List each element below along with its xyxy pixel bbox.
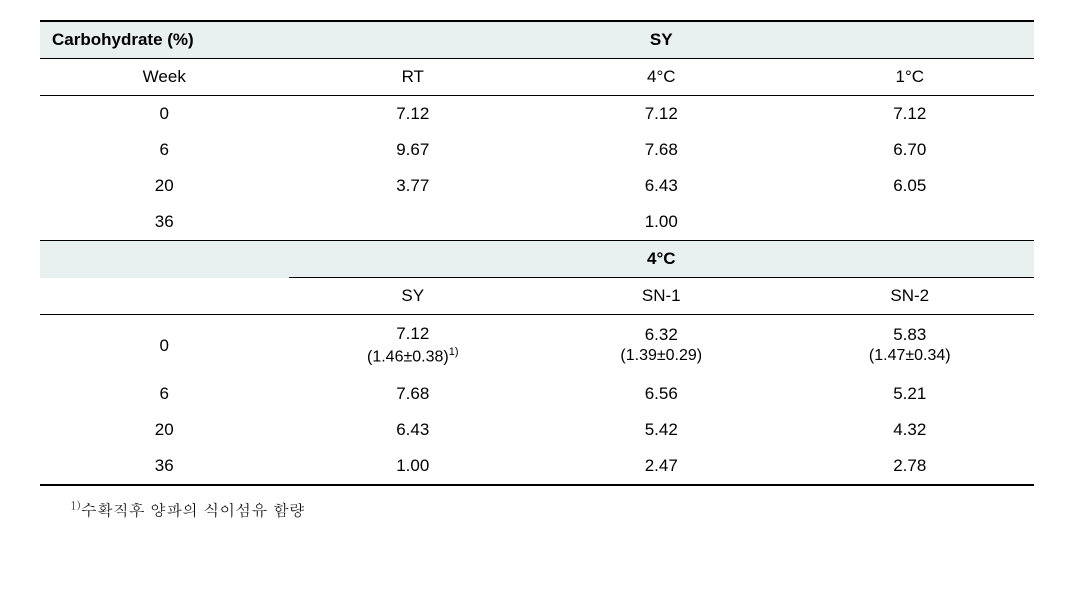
empty-header <box>40 241 289 278</box>
cell-value <box>289 204 538 241</box>
sub-value: (1.46±0.38)1) <box>301 345 526 368</box>
cell-value: 6.43 <box>289 412 538 448</box>
cell-value: 6.43 <box>537 168 786 204</box>
cell-value <box>786 204 1035 241</box>
cell-week: 6 <box>40 132 289 168</box>
col-sn1: SN-1 <box>537 278 786 315</box>
table-row: 20 3.77 6.43 6.05 <box>40 168 1034 204</box>
col-sn2: SN-2 <box>786 278 1035 315</box>
main-value: 6.32 <box>645 325 678 344</box>
sub-value: (1.39±0.29) <box>549 346 774 367</box>
col-1c: 1°C <box>786 59 1035 96</box>
cell-value: 5.21 <box>786 376 1035 412</box>
group-header-4c: 4°C <box>289 241 1035 278</box>
header-row-2: 4°C <box>40 241 1034 278</box>
col-week: Week <box>40 59 289 96</box>
table-row: 36 1.00 2.47 2.78 <box>40 448 1034 485</box>
footnote: 1)수확직후 양파의 식이섬유 함량 <box>40 498 1034 521</box>
table-row: 6 9.67 7.68 6.70 <box>40 132 1034 168</box>
cell-value: 6.56 <box>537 376 786 412</box>
table-title: Carbohydrate (%) <box>40 21 289 59</box>
cell-value: 9.67 <box>289 132 538 168</box>
cell-value: 7.68 <box>289 376 538 412</box>
subheader-row-2: SY SN-1 SN-2 <box>40 278 1034 315</box>
subheader-row-1: Week RT 4°C 1°C <box>40 59 1034 96</box>
main-value: 5.83 <box>893 325 926 344</box>
table-row: 0 7.12 7.12 7.12 <box>40 96 1034 133</box>
data-table: Carbohydrate (%) SY Week RT 4°C 1°C 0 7.… <box>40 20 1034 486</box>
cell-value: 1.00 <box>537 204 786 241</box>
footnote-text: 수확직후 양파의 식이섬유 함량 <box>81 498 305 521</box>
cell-value-with-sub: 5.83 (1.47±0.34) <box>786 315 1035 377</box>
table-row: 20 6.43 5.42 4.32 <box>40 412 1034 448</box>
cell-week: 36 <box>40 448 289 485</box>
table-row: 0 7.12 (1.46±0.38)1) 6.32 (1.39±0.29) 5.… <box>40 315 1034 377</box>
cell-value: 6.05 <box>786 168 1035 204</box>
cell-value: 7.68 <box>537 132 786 168</box>
sub-value: (1.47±0.34) <box>798 346 1023 367</box>
section-1-body: 0 7.12 7.12 7.12 6 9.67 7.68 6.70 20 3.7… <box>40 96 1034 241</box>
table-row: 6 7.68 6.56 5.21 <box>40 376 1034 412</box>
cell-value: 4.32 <box>786 412 1035 448</box>
col-rt: RT <box>289 59 538 96</box>
col-sy: SY <box>289 278 538 315</box>
section-2-body: 0 7.12 (1.46±0.38)1) 6.32 (1.39±0.29) 5.… <box>40 315 1034 486</box>
table-container: Carbohydrate (%) SY Week RT 4°C 1°C 0 7.… <box>40 20 1034 521</box>
sup-marker: 1) <box>449 346 459 358</box>
cell-value: 7.12 <box>289 96 538 133</box>
footnote-marker: 1) <box>70 499 81 514</box>
cell-value: 2.78 <box>786 448 1035 485</box>
cell-value: 1.00 <box>289 448 538 485</box>
header-row-1: Carbohydrate (%) SY <box>40 21 1034 59</box>
cell-week: 6 <box>40 376 289 412</box>
table-row: 36 1.00 <box>40 204 1034 241</box>
cell-week: 20 <box>40 412 289 448</box>
main-value: 7.12 <box>396 324 429 343</box>
cell-value: 2.47 <box>537 448 786 485</box>
cell-value: 7.12 <box>786 96 1035 133</box>
cell-week: 0 <box>40 96 289 133</box>
cell-value-with-sub: 6.32 (1.39±0.29) <box>537 315 786 377</box>
group-header-sy: SY <box>289 21 1035 59</box>
cell-value: 5.42 <box>537 412 786 448</box>
cell-value: 7.12 <box>537 96 786 133</box>
cell-value-with-sub: 7.12 (1.46±0.38)1) <box>289 315 538 377</box>
cell-week: 20 <box>40 168 289 204</box>
cell-week: 36 <box>40 204 289 241</box>
cell-value: 6.70 <box>786 132 1035 168</box>
col-4c: 4°C <box>537 59 786 96</box>
cell-week: 0 <box>40 315 289 377</box>
sub-text: (1.46±0.38) <box>367 348 449 365</box>
col-empty <box>40 278 289 315</box>
cell-value: 3.77 <box>289 168 538 204</box>
